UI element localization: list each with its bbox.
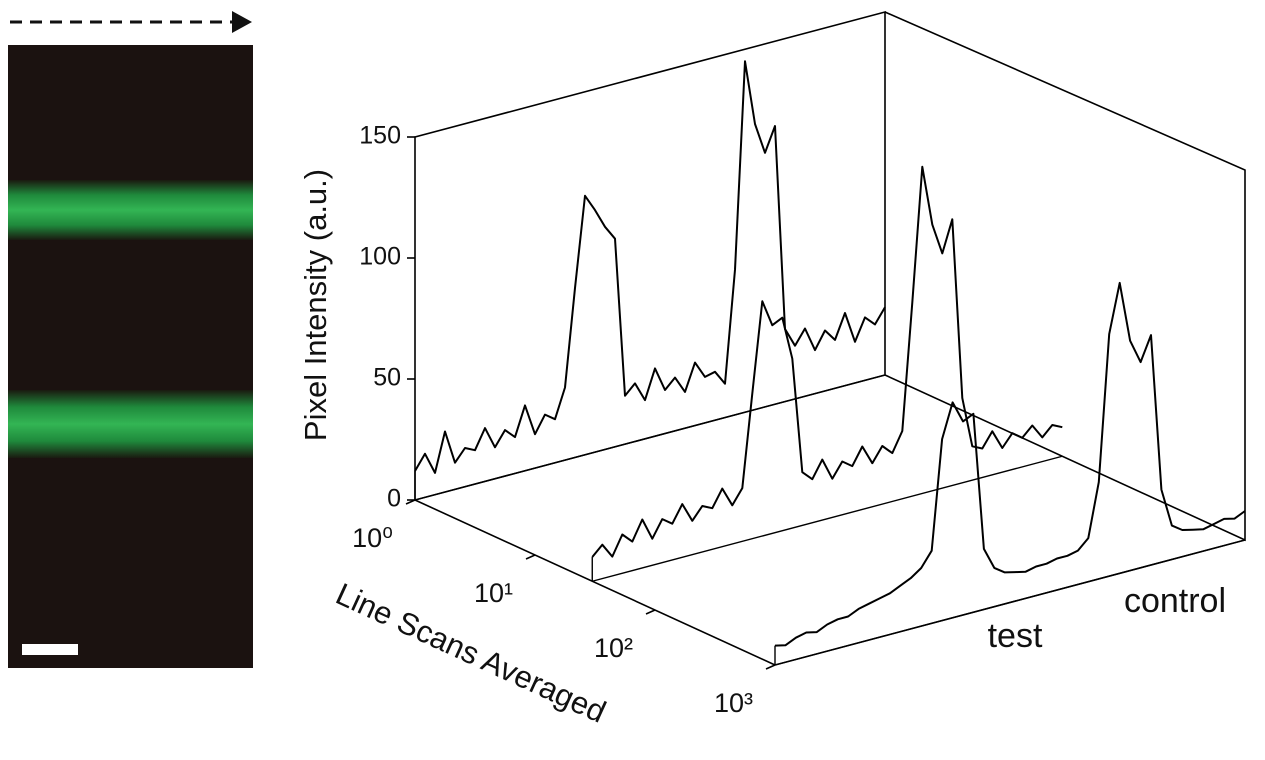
strip-background bbox=[8, 45, 253, 668]
trace-floor bbox=[774, 539, 1246, 666]
peak-annotation: test bbox=[988, 617, 1043, 655]
depth-axis bbox=[414, 499, 776, 666]
control-band bbox=[8, 180, 253, 240]
y-tick-label: 50 bbox=[373, 364, 401, 392]
plot-box bbox=[414, 10, 1246, 666]
z-tick bbox=[765, 664, 776, 670]
y-axis-label: Pixel Intensity (a.u.) bbox=[298, 169, 333, 441]
y-tick-label: 100 bbox=[359, 243, 401, 271]
trace-floor bbox=[414, 374, 886, 501]
z-tick bbox=[645, 609, 656, 615]
z-tick bbox=[405, 499, 416, 505]
trace-floor bbox=[592, 455, 1063, 582]
trace bbox=[414, 60, 886, 474]
z-tick-label: 10¹ bbox=[474, 578, 513, 608]
z-tick bbox=[525, 554, 536, 560]
back-wall bbox=[414, 10, 886, 501]
plot-area: 0 50 100 150 10⁰ 10¹ 10² 10³ test control bbox=[352, 60, 1246, 718]
y-tick-label: 150 bbox=[359, 122, 401, 150]
strip-image bbox=[8, 11, 253, 668]
z-tick-label: 10⁰ bbox=[352, 523, 393, 553]
trace bbox=[774, 281, 1246, 647]
test-band bbox=[8, 390, 253, 458]
scan-arrowhead bbox=[232, 11, 252, 33]
z-tick-label: 10³ bbox=[714, 688, 753, 718]
scale-bar bbox=[22, 644, 78, 655]
z-tick-label: 10² bbox=[594, 633, 633, 663]
peak-annotation: control bbox=[1124, 582, 1226, 620]
right-wall bbox=[884, 11, 1246, 542]
z-axis-label: Line Scans Averaged bbox=[331, 576, 611, 730]
trace bbox=[591, 165, 1063, 558]
y-tick-label: 0 bbox=[387, 485, 401, 513]
